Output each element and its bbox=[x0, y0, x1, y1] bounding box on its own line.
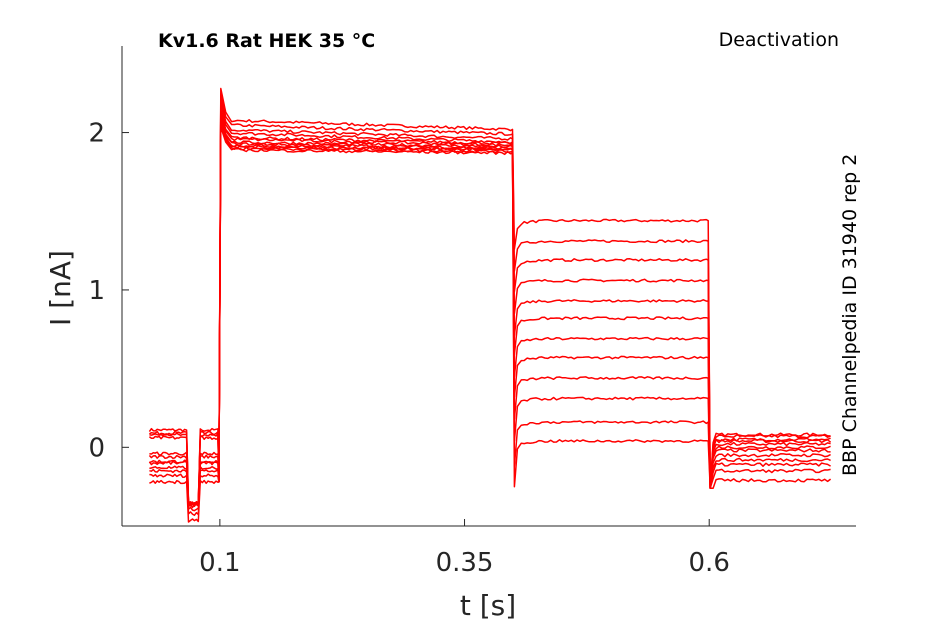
current-traces bbox=[148, 87, 832, 523]
x-tick-label: 0.6 bbox=[689, 548, 730, 578]
current-trace bbox=[149, 121, 831, 512]
y-axis-label: I [nA] bbox=[44, 250, 77, 326]
y-tick-label: 1 bbox=[88, 276, 105, 306]
x-tick-label: 0.35 bbox=[436, 548, 494, 578]
current-trace bbox=[149, 123, 831, 517]
current-trace bbox=[148, 110, 831, 507]
x-axis-label: t [s] bbox=[460, 589, 516, 622]
current-trace bbox=[149, 126, 832, 523]
y-tick-label: 0 bbox=[88, 433, 105, 463]
protocol-label: Deactivation bbox=[719, 29, 839, 51]
source-label: BBP Channelpedia ID 31940 rep 2 bbox=[839, 154, 861, 476]
axes bbox=[121, 46, 856, 527]
x-tick-label: 0.1 bbox=[199, 548, 240, 578]
y-tick-label: 2 bbox=[88, 119, 105, 149]
ticks: 0.1 0.35 0.6 0 1 2 bbox=[88, 119, 729, 578]
current-trace bbox=[149, 98, 831, 507]
chart-title: Kv1.6 Rat HEK 35 °C bbox=[158, 30, 375, 52]
current-trace bbox=[149, 108, 831, 506]
